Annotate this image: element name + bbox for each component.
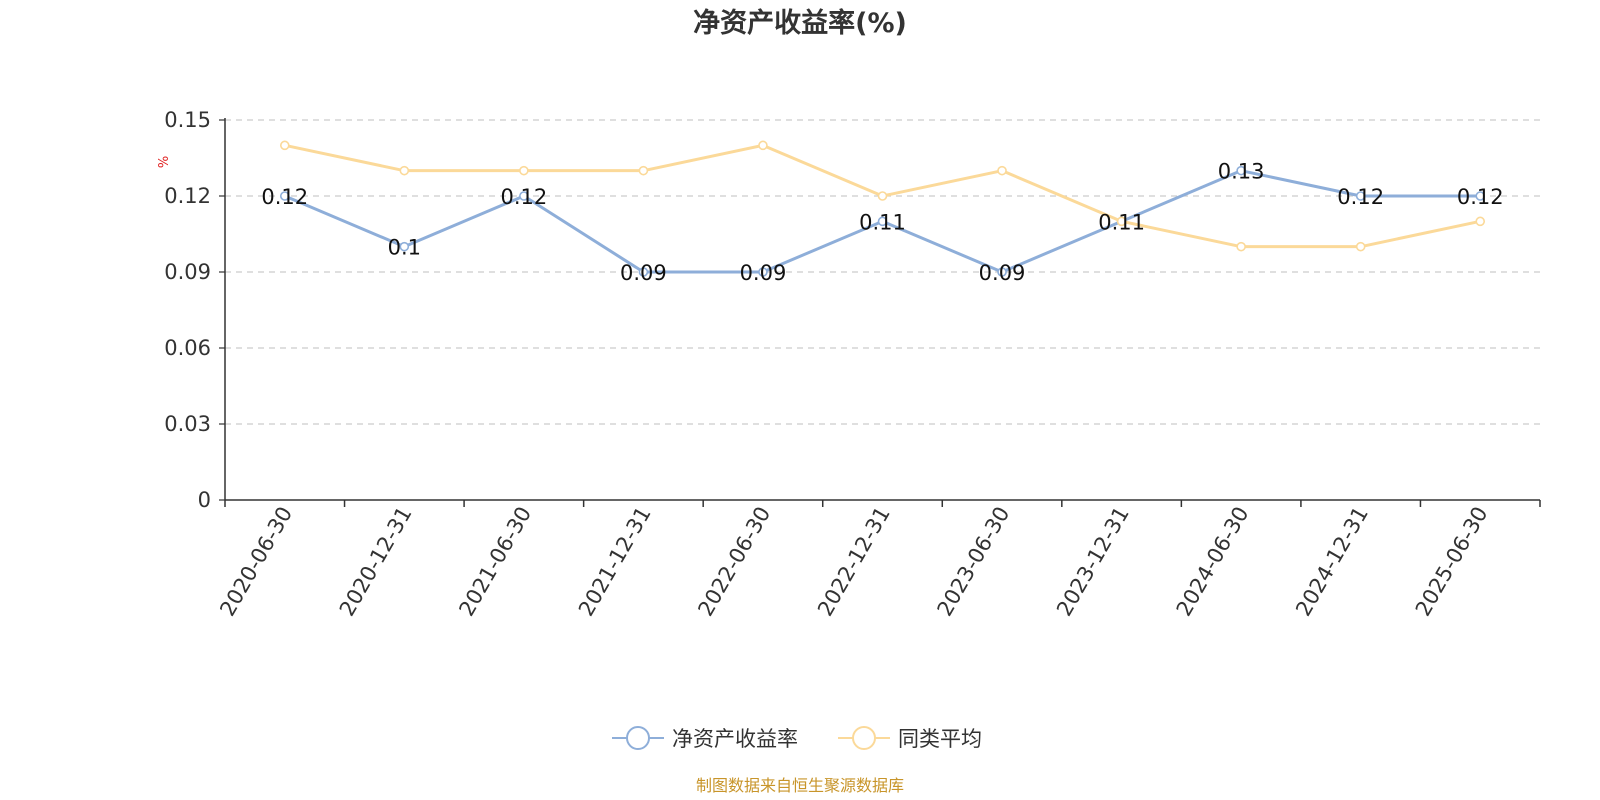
y-tick-label: 0.09 — [164, 260, 211, 284]
data-point-0 — [1475, 191, 1486, 201]
data-point-1 — [997, 165, 1007, 176]
data-point-1 — [877, 191, 888, 201]
data-point-1 — [279, 140, 290, 151]
legend-item-0[interactable]: 净资产收益率 — [612, 726, 798, 751]
data-point-1 — [1236, 241, 1246, 252]
x-tick-label: 2024-12-31 — [1291, 503, 1373, 621]
chart-title: 净资产收益率(%) — [693, 7, 907, 39]
data-point-1 — [399, 165, 410, 176]
legend-item-1[interactable]: 同类平均 — [838, 726, 982, 751]
x-tick-label: 2024-06-30 — [1172, 503, 1254, 621]
x-tick-label: 2020-06-30 — [215, 503, 297, 621]
data-point-1 — [638, 165, 649, 176]
data-label: 0.09 — [740, 261, 787, 285]
data-point-0 — [279, 191, 290, 201]
x-tick-label: 2022-12-31 — [813, 503, 895, 621]
data-point-1 — [1475, 216, 1486, 227]
x-tick-label: 2021-06-30 — [454, 503, 536, 621]
data-label: 0.13 — [1218, 160, 1265, 184]
data-point-0 — [1236, 165, 1246, 176]
x-tick-label: 2023-12-31 — [1052, 503, 1134, 621]
data-point-0 — [877, 216, 888, 227]
x-tick-label: 2020-12-31 — [335, 503, 417, 621]
data-point-0 — [399, 241, 410, 252]
grid-lines — [225, 119, 1540, 425]
data-point-1 — [758, 140, 768, 151]
y-tick-label: 0 — [198, 488, 211, 512]
data-label: 0.12 — [261, 185, 308, 209]
source-note: 制图数据来自恒生聚源数据库 — [696, 776, 904, 795]
legend-label: 净资产收益率 — [672, 727, 798, 751]
data-label: 0.12 — [1337, 185, 1384, 209]
y-tick-label: 0.12 — [164, 184, 211, 208]
data-point-0 — [758, 267, 768, 277]
data-label: 0.09 — [979, 261, 1026, 285]
x-tick-label: 2023-06-30 — [933, 502, 1015, 620]
legend-marker-icon — [852, 726, 876, 750]
legend-label: 同类平均 — [898, 727, 982, 751]
data-label: 0.1 — [388, 236, 421, 260]
data-point-0 — [519, 191, 529, 201]
data-point-0 — [638, 267, 649, 277]
y-tick-label: 0.03 — [164, 412, 211, 436]
data-label: 0.09 — [620, 261, 667, 285]
data-label: 0.11 — [1098, 210, 1145, 234]
data-labels: 0.12 0.1 0.12 0.09 0.09 0.11 0.09 0.11 0.13 0.12 0… — [261, 160, 1503, 285]
y-tick-label: 0.15 — [164, 108, 211, 132]
y-axis-label: % — [157, 156, 172, 168]
series-group — [279, 140, 1486, 277]
legend[interactable]: 净资产收益率 同类平均 — [612, 726, 982, 751]
y-tick-label: 0.06 — [164, 336, 211, 360]
data-label: 0.12 — [1457, 185, 1504, 209]
data-label: 0.12 — [500, 185, 547, 209]
data-point-0 — [997, 267, 1007, 277]
data-point-1 — [1355, 241, 1366, 252]
axes: 0 0.03 0.06 0.09 0.12 0.15 2020-06-30 2020-12-3… — [164, 108, 1541, 621]
x-tick-label: 2022-06-30 — [693, 503, 775, 621]
data-point-1 — [519, 165, 529, 176]
legend-marker-icon — [626, 726, 650, 750]
x-tick-label: 2021-12-31 — [574, 503, 656, 621]
data-point-1 — [1116, 216, 1127, 227]
x-tick-label: 2025-06-30 — [1411, 503, 1493, 621]
data-label: 0.11 — [859, 210, 906, 234]
data-point-0 — [1355, 191, 1366, 201]
